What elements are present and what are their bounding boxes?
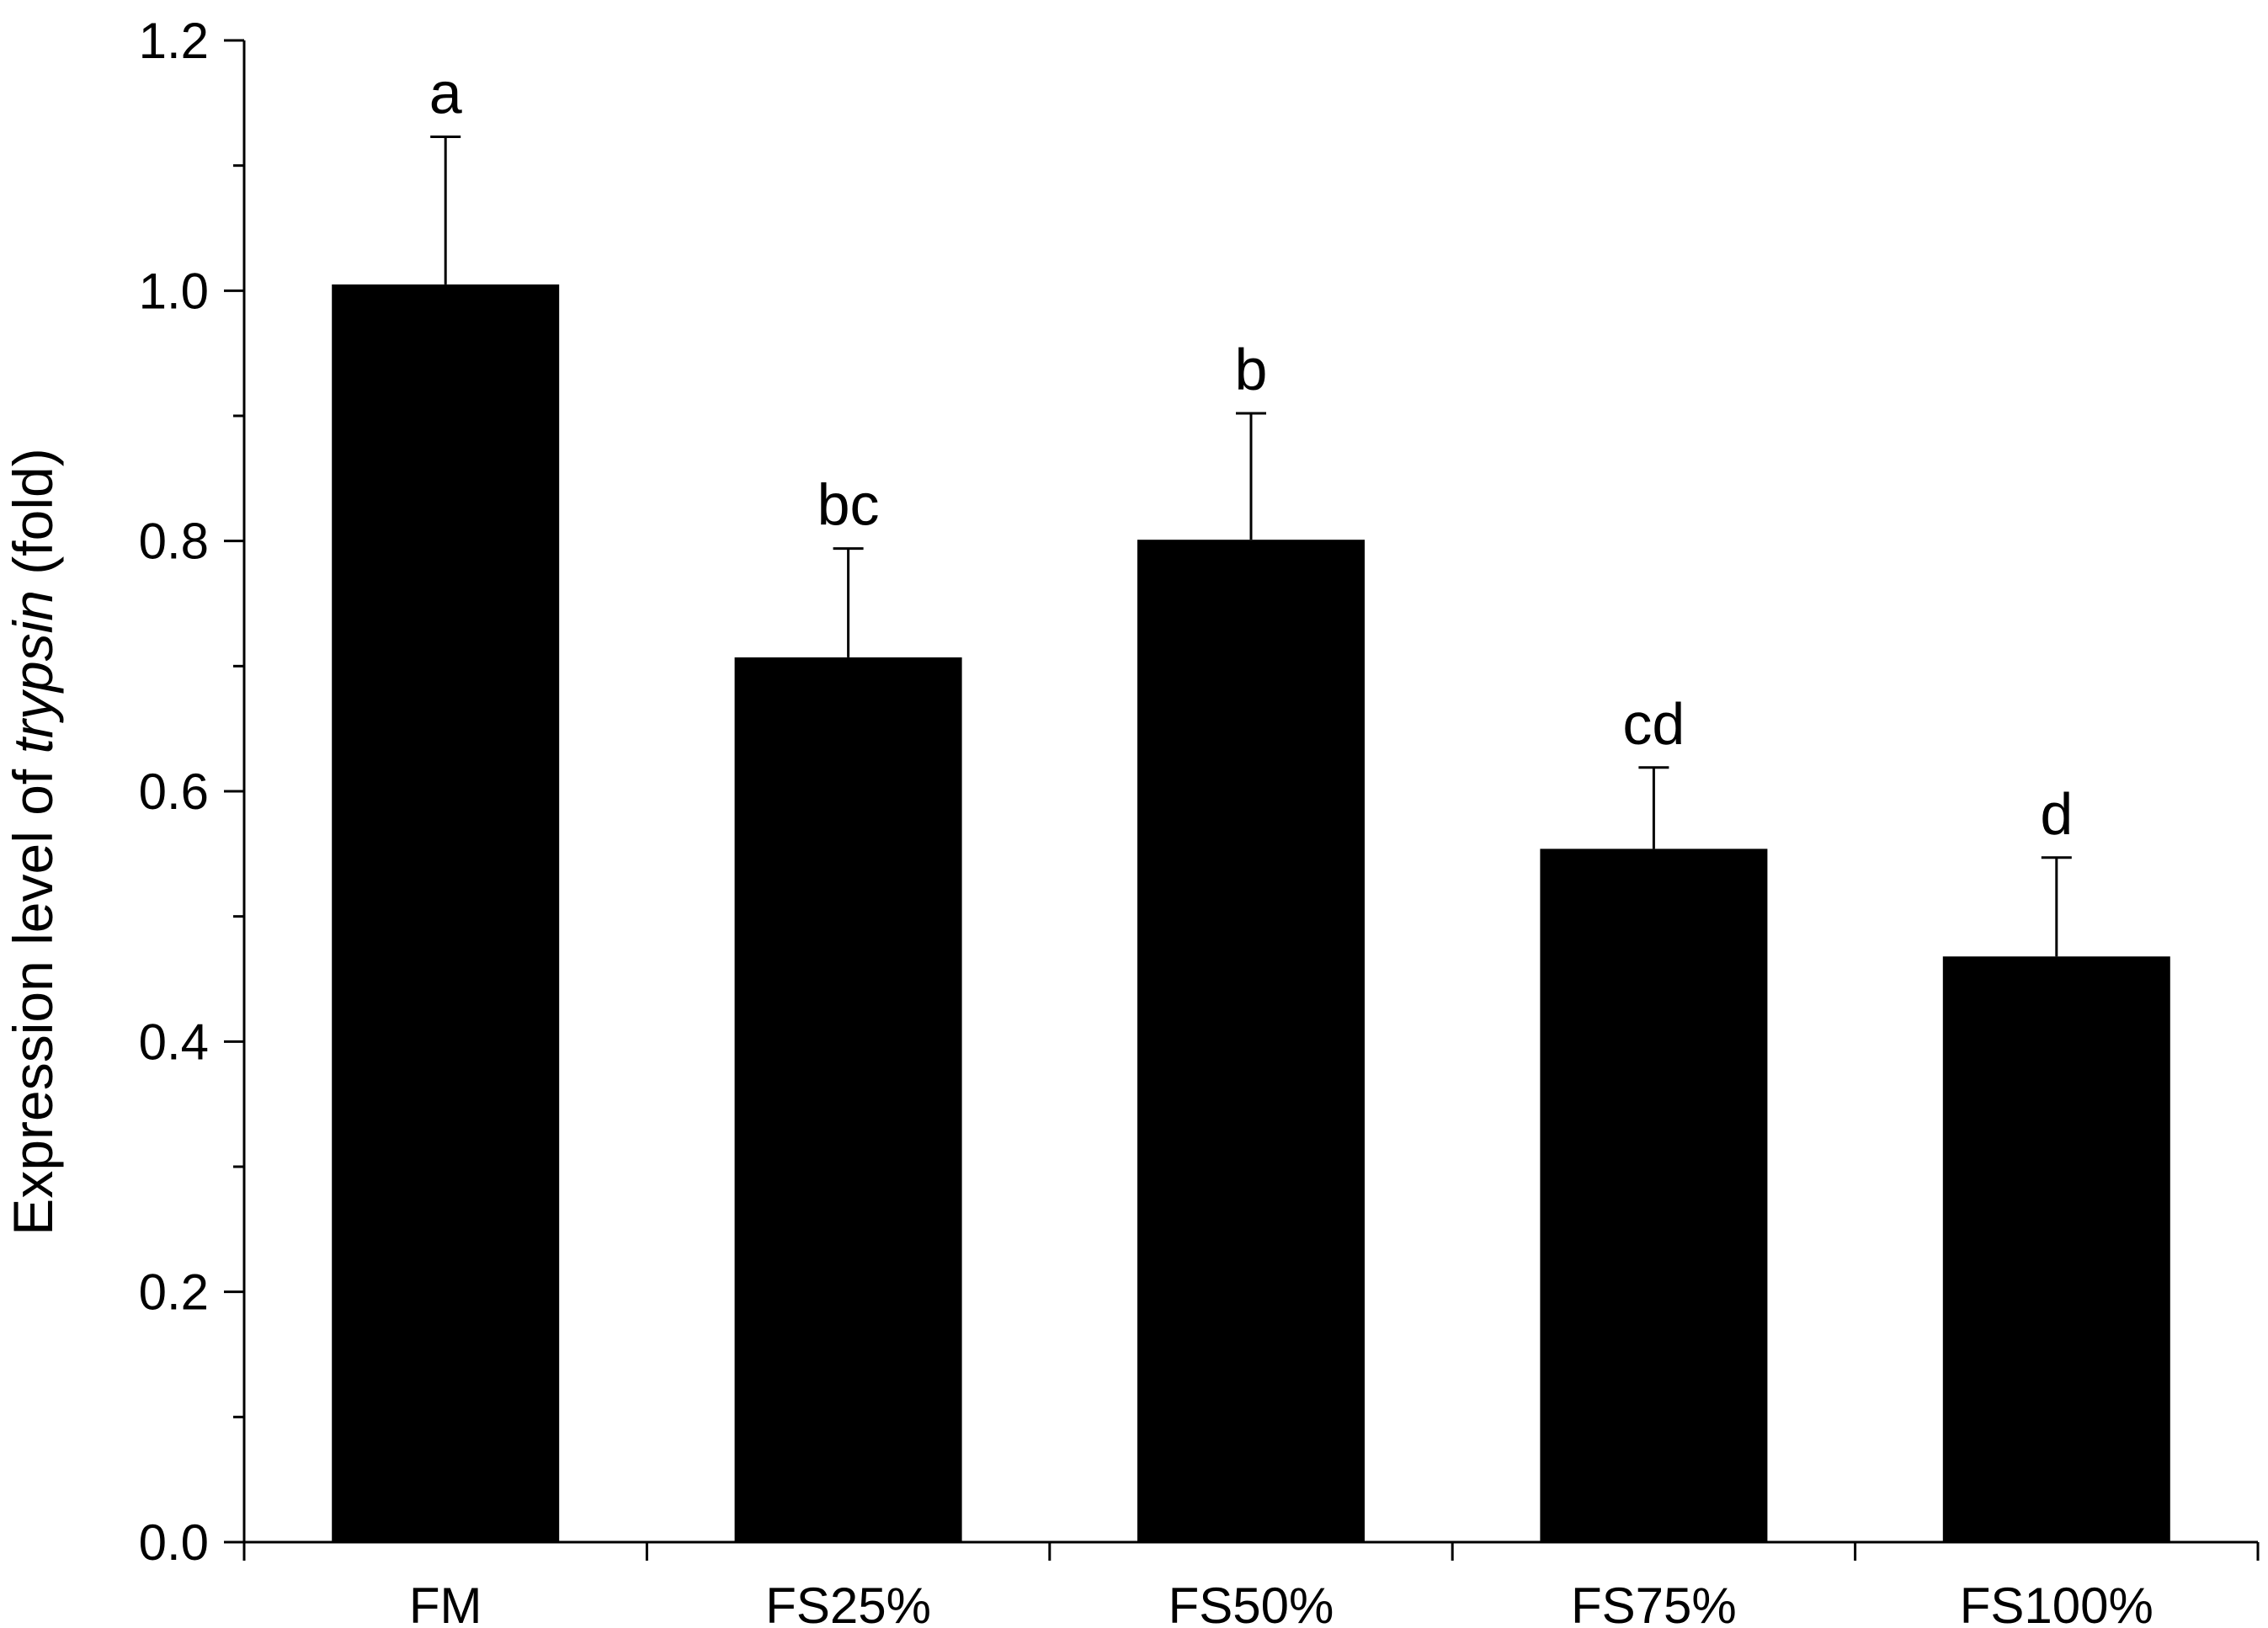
- bar-fs100pct: [1942, 956, 2170, 1542]
- y-tick-label: 1.2: [139, 13, 209, 69]
- significance-label-fs100pct: d: [2040, 781, 2073, 847]
- x-tick-label-fs25pct: FS25%: [765, 1577, 931, 1628]
- y-axis-title-suffix: (fold): [2, 448, 64, 590]
- significance-label-fs50pct: b: [1235, 337, 1268, 402]
- error-bars-layer: [430, 135, 2072, 957]
- y-axis-title: Expression level of trypsin (fold): [2, 448, 64, 1235]
- y-axis-title-italic: trypsin: [2, 590, 64, 753]
- y-tick-label: 0.2: [139, 1264, 209, 1321]
- bars-layer: [332, 284, 2170, 1543]
- bar-fs50pct: [1137, 540, 1365, 1543]
- y-tick-label: 0.8: [139, 513, 209, 570]
- x-tick-label-fs50pct: FS50%: [1169, 1577, 1334, 1628]
- bar-fm: [332, 284, 560, 1542]
- x-tick-label-fs100pct: FS100%: [1960, 1577, 2154, 1628]
- bar-fs75pct: [1540, 849, 1768, 1542]
- significance-label-fs25pct: bc: [817, 472, 880, 538]
- y-tick-label: 0.4: [139, 1014, 209, 1070]
- significance-label-fs75pct: cd: [1622, 691, 1685, 757]
- x-tick-label-fm: FM: [409, 1577, 482, 1628]
- bar-fs25pct: [734, 657, 962, 1542]
- y-tick-label: 0.6: [139, 763, 209, 820]
- y-tick-label: 1.0: [139, 263, 209, 319]
- labels-layer: a FM bc FS25% b FS50% cd FS75% d FS100% 0.0 0.2 0.4 0…: [139, 13, 2154, 1628]
- y-axis-title-prefix: Expression level of: [2, 753, 64, 1235]
- y-tick-label: 0.0: [139, 1514, 209, 1571]
- x-tick-label-fs75pct: FS75%: [1571, 1577, 1737, 1628]
- significance-label-fm: a: [429, 60, 462, 125]
- axes-layer: [224, 39, 2260, 1561]
